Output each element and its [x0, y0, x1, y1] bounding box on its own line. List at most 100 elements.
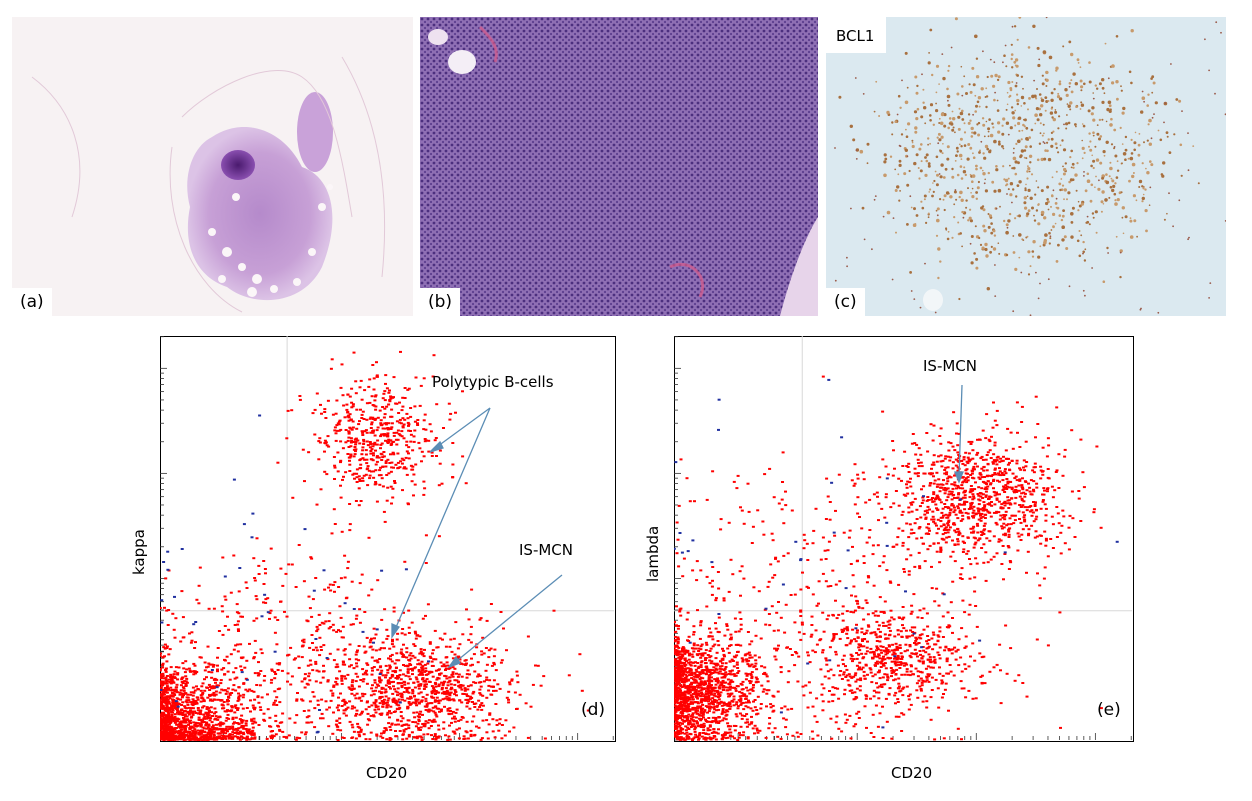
event-dot	[1000, 472, 1004, 474]
event-dot	[389, 485, 393, 488]
event-dot	[730, 669, 734, 672]
event-dot	[681, 731, 684, 734]
event-dot	[167, 737, 171, 740]
event-dot	[212, 731, 216, 733]
event-dot	[215, 678, 219, 681]
event-dot	[470, 696, 474, 699]
event-dot	[677, 656, 681, 659]
event-dot	[235, 676, 239, 679]
event-dot	[448, 724, 451, 727]
event-dot	[674, 734, 676, 737]
event-dot	[163, 606, 166, 609]
event-dot	[385, 499, 389, 502]
event-dot	[188, 632, 191, 635]
event-dot	[717, 692, 721, 695]
event-dot	[441, 698, 445, 701]
event-dot	[207, 723, 211, 726]
event-dot	[729, 679, 733, 682]
event-dot	[266, 597, 270, 600]
event-dot	[691, 706, 695, 709]
event-dot	[435, 678, 439, 681]
event-dot	[434, 437, 438, 439]
event-dot	[213, 712, 216, 715]
event-dot	[361, 673, 365, 676]
event-dot	[475, 646, 479, 649]
event-dot	[354, 714, 358, 717]
event-dot	[444, 645, 448, 648]
event-dot	[224, 732, 228, 735]
event-dot	[361, 434, 365, 436]
event-dot	[253, 577, 257, 579]
event-dot	[374, 405, 378, 408]
event-dot	[418, 713, 421, 716]
event-dot	[418, 447, 422, 450]
event-dot	[419, 384, 423, 387]
event-dot	[726, 686, 730, 689]
event-dot	[440, 482, 444, 485]
event-dot	[686, 699, 690, 702]
event-dot	[205, 676, 208, 679]
event-dot	[751, 689, 755, 692]
event-dot	[677, 731, 681, 734]
event-dot	[374, 699, 378, 702]
event-dot	[231, 733, 234, 736]
event-dot	[194, 712, 198, 714]
event-dot	[740, 694, 744, 697]
event-dot	[747, 651, 751, 654]
event-dot	[938, 561, 942, 564]
event-dot	[314, 660, 318, 663]
event-dot	[697, 738, 700, 741]
event-dot	[402, 655, 406, 658]
event-dot	[455, 694, 458, 697]
event-dot	[319, 488, 323, 491]
event-dot	[185, 699, 189, 702]
event-dot	[984, 551, 988, 554]
event-dot	[677, 650, 681, 653]
event-dot	[160, 724, 164, 727]
event-dot	[414, 698, 418, 701]
event-dot	[703, 662, 707, 665]
event-dot	[168, 721, 172, 724]
event-dot	[405, 656, 409, 659]
event-dot	[715, 689, 719, 692]
event-dot	[168, 695, 171, 698]
event-dot	[417, 670, 421, 673]
event-dot	[674, 638, 678, 641]
event-dot	[674, 661, 678, 664]
event-dot	[187, 713, 191, 716]
event-dot	[375, 628, 379, 631]
event-dot	[352, 667, 356, 670]
event-dot	[364, 650, 368, 653]
event-dot	[943, 487, 947, 489]
event-dot	[754, 662, 758, 665]
event-dot	[487, 656, 491, 659]
event-dot	[704, 669, 708, 671]
event-dot	[355, 481, 359, 483]
event-dot	[170, 716, 174, 719]
event-dot	[487, 684, 491, 687]
event-dot	[273, 690, 277, 693]
event-dot	[966, 456, 970, 459]
event-dot	[358, 735, 362, 738]
event-dot	[280, 721, 284, 724]
event-dot	[405, 723, 409, 726]
event-dot	[761, 690, 765, 693]
event-dot	[453, 667, 457, 670]
event-dot	[213, 694, 217, 697]
event-dot	[974, 557, 978, 560]
event-dot	[697, 665, 701, 668]
event-dot	[694, 701, 697, 704]
event-dot	[361, 446, 365, 449]
event-dot	[176, 723, 180, 726]
event-dot	[260, 696, 264, 699]
event-dot	[721, 710, 725, 712]
event-dot	[242, 682, 246, 685]
event-dot	[211, 685, 215, 688]
event-dot	[174, 688, 178, 691]
event-dot	[444, 675, 448, 678]
event-dot	[358, 420, 361, 423]
event-dot	[426, 733, 430, 736]
event-dot	[169, 719, 173, 722]
event-dot	[381, 703, 385, 706]
event-dot	[411, 654, 415, 657]
